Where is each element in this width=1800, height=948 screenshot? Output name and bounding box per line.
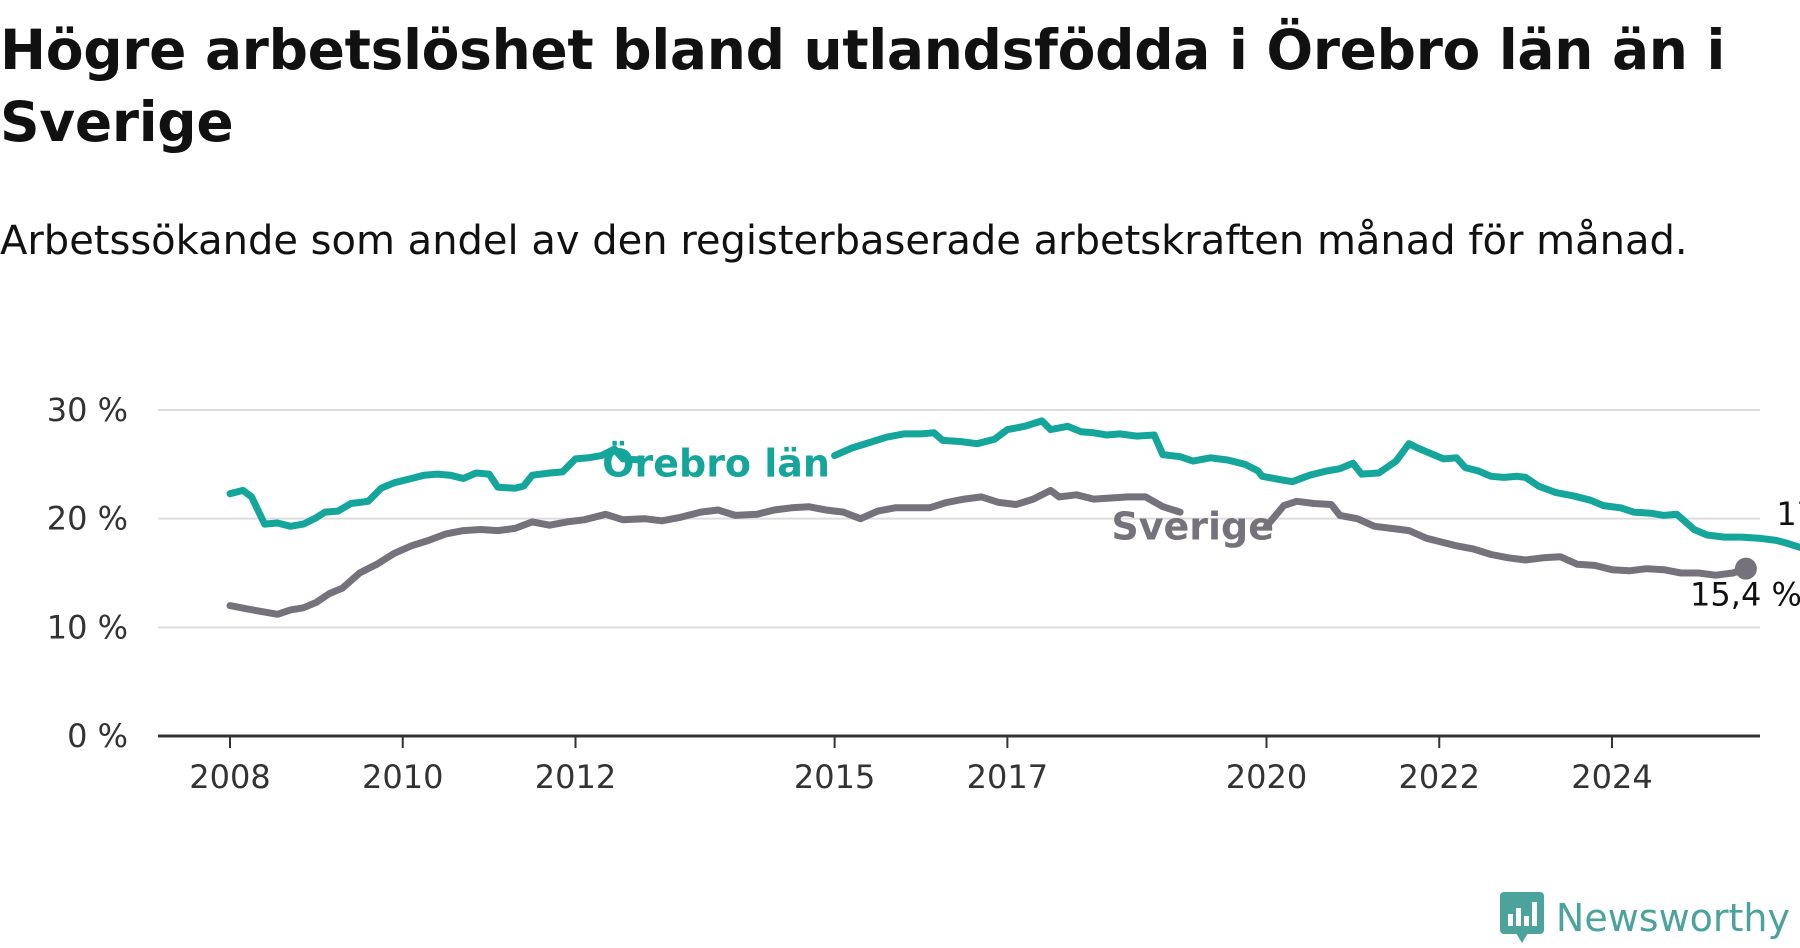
end-label-sverige: 15,4 % — [1690, 576, 1800, 614]
brand-name: Newsworthy — [1555, 896, 1790, 940]
x-tick-label: 2024 — [1571, 758, 1652, 796]
x-tick-label: 2020 — [1226, 758, 1307, 796]
y-tick-label: 30 % — [47, 391, 128, 429]
x-tick-label: 2022 — [1399, 758, 1480, 796]
x-tick-label: 2008 — [189, 758, 270, 796]
x-axis-ticks: 2008 2010 2012 2015 2017 2020 2022 2024 — [189, 736, 1653, 796]
series-line-orebro — [226, 445, 644, 530]
x-tick-label: 2010 — [362, 758, 443, 796]
x-tick-label: 2017 — [967, 758, 1048, 796]
line-chart: 0 % 10 % 20 % 30 % 2008 2010 2012 2015 2017 2020… — [47, 391, 1800, 796]
x-tick-label: 2012 — [535, 758, 616, 796]
chart-title: Högre arbetslöshet bland utlandsfödda i … — [0, 18, 1726, 154]
series-labels: Örebro län Sverige 17,3 % 15,4 % — [602, 441, 1800, 613]
newsworthy-logo: Newsworthy — [1499, 890, 1790, 946]
series-label-sverige: Sverige — [1111, 504, 1274, 548]
end-point-sverige — [1734, 557, 1757, 580]
series-label-orebro: Örebro län — [602, 441, 830, 485]
chart-subtitle: Arbetssökande som andel av den registerb… — [0, 218, 1688, 264]
x-tick-label: 2015 — [794, 758, 875, 796]
series-line-sverige — [226, 486, 1184, 618]
y-tick-label: 10 % — [47, 608, 128, 646]
series-lines — [226, 417, 1800, 618]
series-line-sverige — [1263, 497, 1750, 579]
series-line-orebro — [831, 417, 1800, 552]
bar-chart-icon — [1499, 892, 1544, 943]
gridlines — [158, 409, 1760, 738]
end-label-orebro: 17,3 % — [1776, 495, 1800, 533]
y-axis-ticks: 0 % 10 % 20 % 30 % — [47, 391, 128, 755]
y-tick-label: 0 % — [67, 717, 128, 755]
y-tick-label: 20 % — [47, 500, 128, 538]
